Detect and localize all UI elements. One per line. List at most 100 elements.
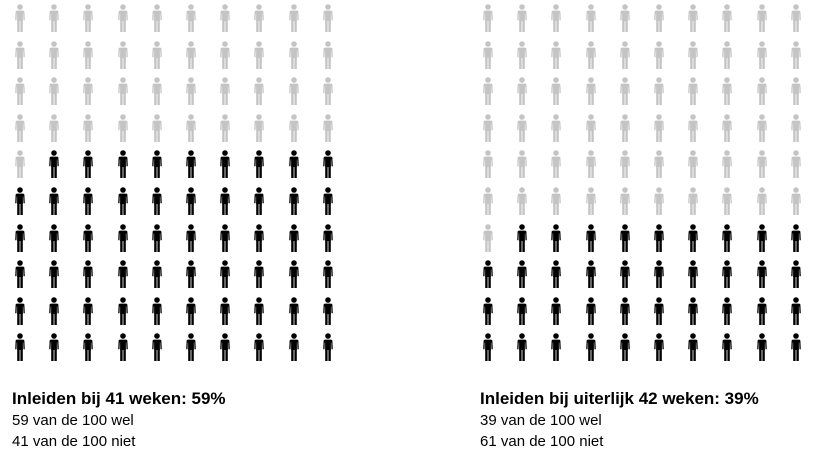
person-icon-empty bbox=[686, 40, 700, 69]
person-icon-filled bbox=[720, 223, 734, 252]
person-icon-empty bbox=[789, 187, 803, 215]
person-icon-empty bbox=[652, 187, 666, 215]
person-icon-empty bbox=[789, 4, 803, 32]
person-icon-filled bbox=[47, 296, 61, 325]
person-icon-filled bbox=[116, 223, 130, 252]
person-icon-empty bbox=[549, 40, 563, 69]
person-icon-filled bbox=[81, 296, 95, 325]
person-icon-empty bbox=[584, 4, 598, 32]
person-icon-empty bbox=[481, 150, 495, 179]
person-icon-empty bbox=[252, 77, 266, 106]
person-icon-empty bbox=[481, 4, 495, 32]
person-icon-filled bbox=[252, 333, 266, 362]
person-icon-empty bbox=[652, 4, 666, 32]
person-icon-empty bbox=[755, 113, 769, 142]
person-icon-filled bbox=[13, 333, 27, 362]
person-icon-filled bbox=[321, 187, 335, 215]
person-icon-empty bbox=[218, 77, 232, 106]
person-icon-filled bbox=[47, 260, 61, 289]
person-icon-filled bbox=[218, 187, 232, 215]
person-icon-empty bbox=[549, 77, 563, 106]
person-icon-empty bbox=[549, 4, 563, 32]
person-icon-filled bbox=[321, 150, 335, 179]
chart-panel-41-weeks: Inleiden bij 41 weken: 59% 59 van de 100… bbox=[0, 0, 360, 456]
person-icon-empty bbox=[481, 113, 495, 142]
person-icon-filled bbox=[515, 296, 529, 325]
chart-title: Inleiden bij uiterlijk 42 weken: 39% bbox=[480, 389, 759, 408]
person-icon-empty bbox=[652, 40, 666, 69]
person-icon-empty bbox=[618, 40, 632, 69]
person-icon-filled bbox=[47, 223, 61, 252]
person-icon-empty bbox=[81, 77, 95, 106]
person-icon-empty bbox=[686, 187, 700, 215]
person-icon-filled bbox=[218, 296, 232, 325]
person-icon-filled bbox=[549, 223, 563, 252]
person-icon-filled bbox=[789, 260, 803, 289]
person-icon-filled bbox=[755, 223, 769, 252]
person-icon-filled bbox=[652, 296, 666, 325]
person-icon-empty bbox=[47, 113, 61, 142]
person-icon-filled bbox=[116, 333, 130, 362]
person-icon-filled bbox=[481, 333, 495, 362]
person-icon-filled bbox=[755, 333, 769, 362]
person-icon-empty bbox=[789, 77, 803, 106]
person-icon-empty bbox=[515, 77, 529, 106]
person-icon-filled bbox=[252, 296, 266, 325]
person-icon-filled bbox=[720, 260, 734, 289]
person-icon-filled bbox=[47, 150, 61, 179]
person-icon-empty bbox=[549, 150, 563, 179]
person-icon-filled bbox=[184, 187, 198, 215]
person-icon-filled bbox=[515, 260, 529, 289]
person-icon-filled bbox=[116, 296, 130, 325]
person-icon-empty bbox=[287, 113, 301, 142]
person-icon-empty bbox=[515, 4, 529, 32]
person-icon-empty bbox=[184, 40, 198, 69]
person-icon-empty bbox=[618, 187, 632, 215]
person-icon-empty bbox=[755, 77, 769, 106]
person-icon-empty bbox=[515, 187, 529, 215]
person-icon-empty bbox=[218, 113, 232, 142]
person-icon-empty bbox=[321, 40, 335, 69]
caption-line-yes: 59 van de 100 wel bbox=[12, 412, 134, 429]
person-icon-empty bbox=[720, 113, 734, 142]
person-icon-empty bbox=[81, 4, 95, 32]
person-icon-empty bbox=[252, 4, 266, 32]
person-icon-empty bbox=[549, 113, 563, 142]
person-icon-empty bbox=[481, 187, 495, 215]
person-icon-filled bbox=[81, 260, 95, 289]
person-icon-empty bbox=[321, 77, 335, 106]
person-icon-filled bbox=[252, 223, 266, 252]
person-icon-empty bbox=[584, 77, 598, 106]
person-icon-empty bbox=[13, 4, 27, 32]
person-icon-filled bbox=[515, 333, 529, 362]
person-icon-filled bbox=[686, 223, 700, 252]
person-icon-empty bbox=[618, 113, 632, 142]
person-icon-empty bbox=[321, 4, 335, 32]
person-icon-filled bbox=[81, 150, 95, 179]
person-icon-empty bbox=[81, 40, 95, 69]
person-icon-filled bbox=[618, 260, 632, 289]
person-icon-empty bbox=[584, 113, 598, 142]
person-icon-empty bbox=[549, 187, 563, 215]
person-icon-filled bbox=[584, 260, 598, 289]
person-icon-filled bbox=[150, 150, 164, 179]
person-icon-filled bbox=[287, 223, 301, 252]
person-icon-empty bbox=[686, 4, 700, 32]
chart-caption: Inleiden bij 41 weken: 59% 59 van de 100… bbox=[12, 388, 352, 452]
person-icon-empty bbox=[287, 40, 301, 69]
person-icon-filled bbox=[755, 296, 769, 325]
person-icon-filled bbox=[184, 260, 198, 289]
person-icon-empty bbox=[252, 113, 266, 142]
person-icon-filled bbox=[287, 260, 301, 289]
person-icon-filled bbox=[287, 150, 301, 179]
person-icon-filled bbox=[584, 223, 598, 252]
person-icon-empty bbox=[618, 77, 632, 106]
person-icon-empty bbox=[13, 113, 27, 142]
person-icon-filled bbox=[150, 333, 164, 362]
person-icon-empty bbox=[287, 77, 301, 106]
person-icon-filled bbox=[13, 223, 27, 252]
person-icon-empty bbox=[618, 150, 632, 179]
person-icon-empty bbox=[116, 40, 130, 69]
person-icon-empty bbox=[686, 150, 700, 179]
person-icon-filled bbox=[287, 296, 301, 325]
